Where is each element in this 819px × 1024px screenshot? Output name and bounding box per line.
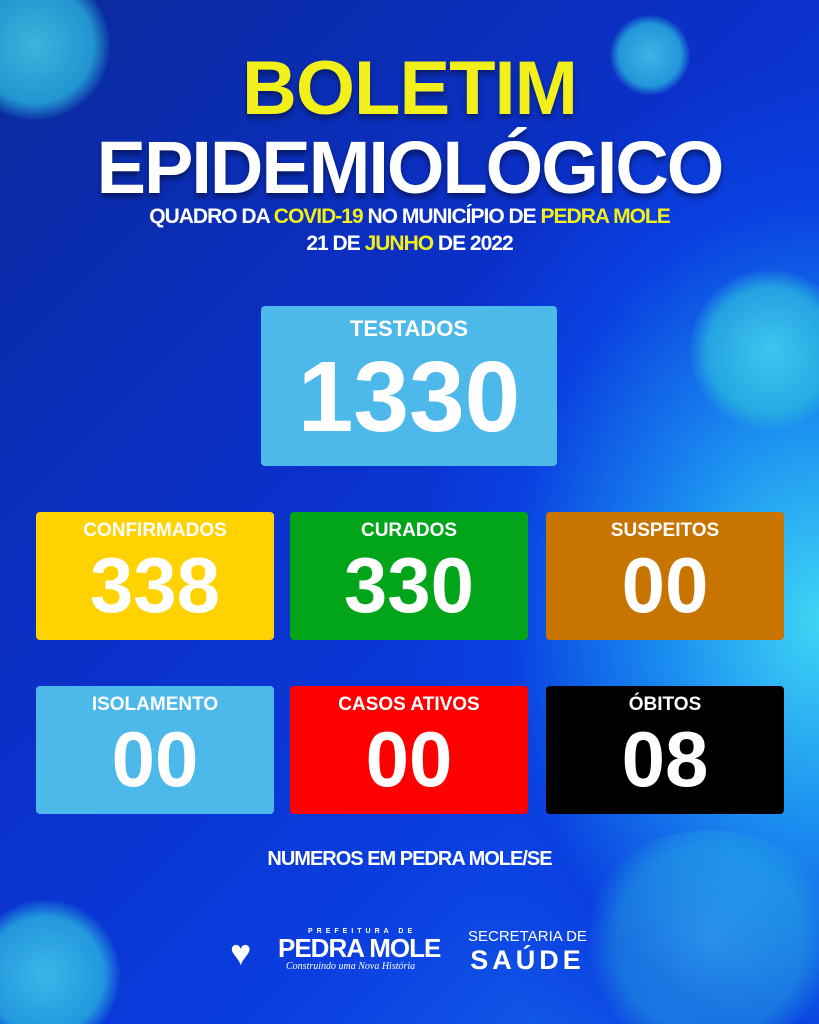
heart-people-icon: ♥ <box>230 932 252 973</box>
stat-suspeitos: SUSPEITOS 00 <box>546 512 784 640</box>
virus-decoration-icon <box>580 830 819 1024</box>
stat-curados: CURADOS 330 <box>290 512 528 640</box>
subtitle: QUADRO DA COVID-19 NO MUNICÍPIO DE PEDRA… <box>149 205 671 228</box>
virus-decoration-icon <box>690 270 819 430</box>
logo-prefeitura: ♥ PREFEITURA DE PEDRA MOLE Construindo u… <box>230 928 441 973</box>
virus-decoration-icon <box>0 900 120 1024</box>
title-epidemiologico: EPIDEMIOLÓGICO <box>96 126 725 209</box>
date: 21 DE JUNHO DE 2022 <box>306 232 513 255</box>
stat-casos-ativos: CASOS ATIVOS 00 <box>290 686 528 814</box>
stat-confirmados: CONFIRMADOS 338 <box>36 512 274 640</box>
title-boletim: BOLETIM <box>242 46 578 131</box>
stat-obitos: ÓBITOS 08 <box>546 686 784 814</box>
virus-decoration-icon <box>610 15 690 95</box>
footer-note: NUMEROS EM PEDRA MOLE/SE <box>267 848 552 870</box>
logo-secretaria: SECRETARIA DE SAÚDE <box>468 928 587 975</box>
stat-isolamento: ISOLAMENTO 00 <box>36 686 274 814</box>
stat-testados: TESTADOS 1330 <box>261 306 557 466</box>
